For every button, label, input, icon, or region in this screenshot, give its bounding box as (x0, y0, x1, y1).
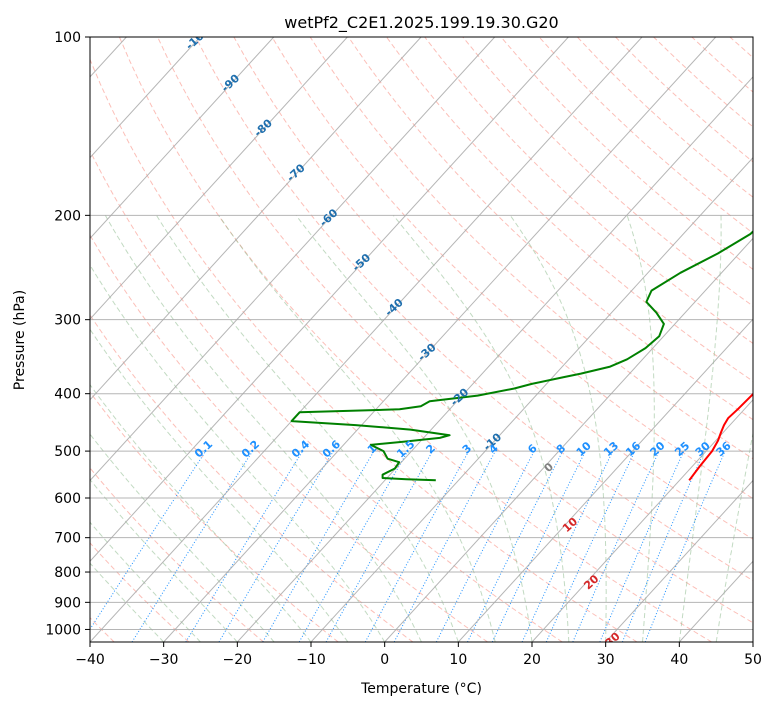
y-tick-label: 700 (54, 531, 81, 547)
mixing-ratio-line (90, 450, 207, 631)
moist-adiabat-line (678, 215, 722, 642)
x-axis: −40 −30 −20 −10 0 10 20 30 40 50 (75, 642, 762, 668)
dry-adiabat-line (157, 37, 753, 624)
dry-adiabat-line (271, 37, 753, 500)
isotherm-line (310, 156, 753, 642)
isotherm-line (457, 318, 753, 642)
moist-adiabat-line (156, 215, 459, 642)
dry-adiabat-line (386, 37, 753, 382)
isotherm-line (531, 399, 753, 642)
x-tick-label: 40 (670, 652, 688, 668)
mixing-ratio-line (325, 450, 433, 642)
isotherm-label: 40 (624, 687, 644, 707)
dry-adiabat-line (90, 313, 414, 642)
x-tick-label: −10 (296, 652, 326, 668)
isotherm-line (384, 237, 753, 642)
dry-adiabat-line (90, 58, 638, 642)
plot-area (90, 37, 753, 642)
moist-adiabat-line (90, 383, 312, 642)
y-axis: 100 200 300 400 500 600 700 800 900 1000 (45, 30, 90, 638)
y-tick-label: 800 (54, 565, 81, 581)
isotherm-line (236, 76, 753, 642)
isotherm-line (90, 37, 201, 159)
mixing-ratio-line (545, 450, 636, 642)
y-tick-label: 600 (54, 491, 81, 507)
mixing-ratio-line (599, 450, 685, 642)
moist-adiabat-line (104, 215, 422, 642)
isotherm-line (605, 479, 753, 642)
isotherm-line (90, 37, 643, 642)
x-tick-label: 30 (597, 652, 615, 668)
x-tick-label: 50 (744, 652, 762, 668)
moist-adiabat-line (90, 328, 349, 642)
mixing-ratio-line (621, 450, 705, 642)
moist-adiabat-line (626, 215, 655, 642)
dry-adiabat-line (424, 37, 753, 344)
dewpoint-profile (290, 230, 753, 482)
isotherm-line (752, 641, 753, 642)
isotherm-line (90, 37, 348, 320)
y-tick-label: 900 (54, 595, 81, 611)
moist-adiabat-line (90, 478, 238, 642)
isotherm-line (90, 37, 496, 482)
isotherm-line (90, 37, 569, 563)
dry-adiabat-line (90, 149, 563, 642)
moist-adiabat-line (90, 264, 386, 642)
moist-adiabat-line (509, 215, 607, 642)
x-tick-label: −40 (75, 652, 105, 668)
y-tick-label: 500 (54, 444, 81, 460)
isotherm-line (90, 37, 275, 240)
plot-frame (89, 36, 754, 643)
isotherm-line (163, 37, 717, 642)
y-tick-label: 300 (54, 313, 81, 329)
dry-adiabat-line (309, 37, 753, 460)
mixing-ratio-line (435, 450, 535, 642)
x-axis-label: Temperature (°C) (360, 681, 482, 697)
pressure-grid (90, 37, 753, 642)
x-tick-label: 20 (523, 652, 541, 668)
dry-adiabat-line (195, 37, 753, 582)
mixing-ratio-line (185, 450, 304, 642)
moist-adiabat-line (90, 521, 201, 642)
isotherm-line (90, 37, 422, 401)
x-tick-label: 0 (380, 652, 389, 668)
sounding-profiles (290, 230, 753, 482)
x-tick-label: −20 (223, 652, 253, 668)
moist-adiabat-line (90, 433, 275, 642)
chart-title: wetPf2_C2E1.2025.199.19.30.G20 (284, 13, 558, 33)
mixing-ratio-line (262, 450, 375, 642)
moist-adiabat-line (218, 215, 496, 642)
x-tick-label: 10 (449, 652, 467, 668)
y-tick-label: 1000 (45, 622, 81, 638)
temperature-profile (688, 392, 753, 481)
moist-adiabat-line (90, 562, 165, 642)
mixing-ratio-line (218, 450, 334, 642)
dry-adiabat-line (768, 37, 775, 642)
y-tick-label: 100 (54, 30, 81, 46)
y-axis-label: Pressure (hPa) (12, 290, 28, 390)
x-tick-label: −30 (149, 652, 179, 668)
y-tick-label: 200 (54, 208, 81, 224)
moist-adiabat-line (295, 215, 533, 642)
y-tick-label: 400 (54, 387, 81, 403)
